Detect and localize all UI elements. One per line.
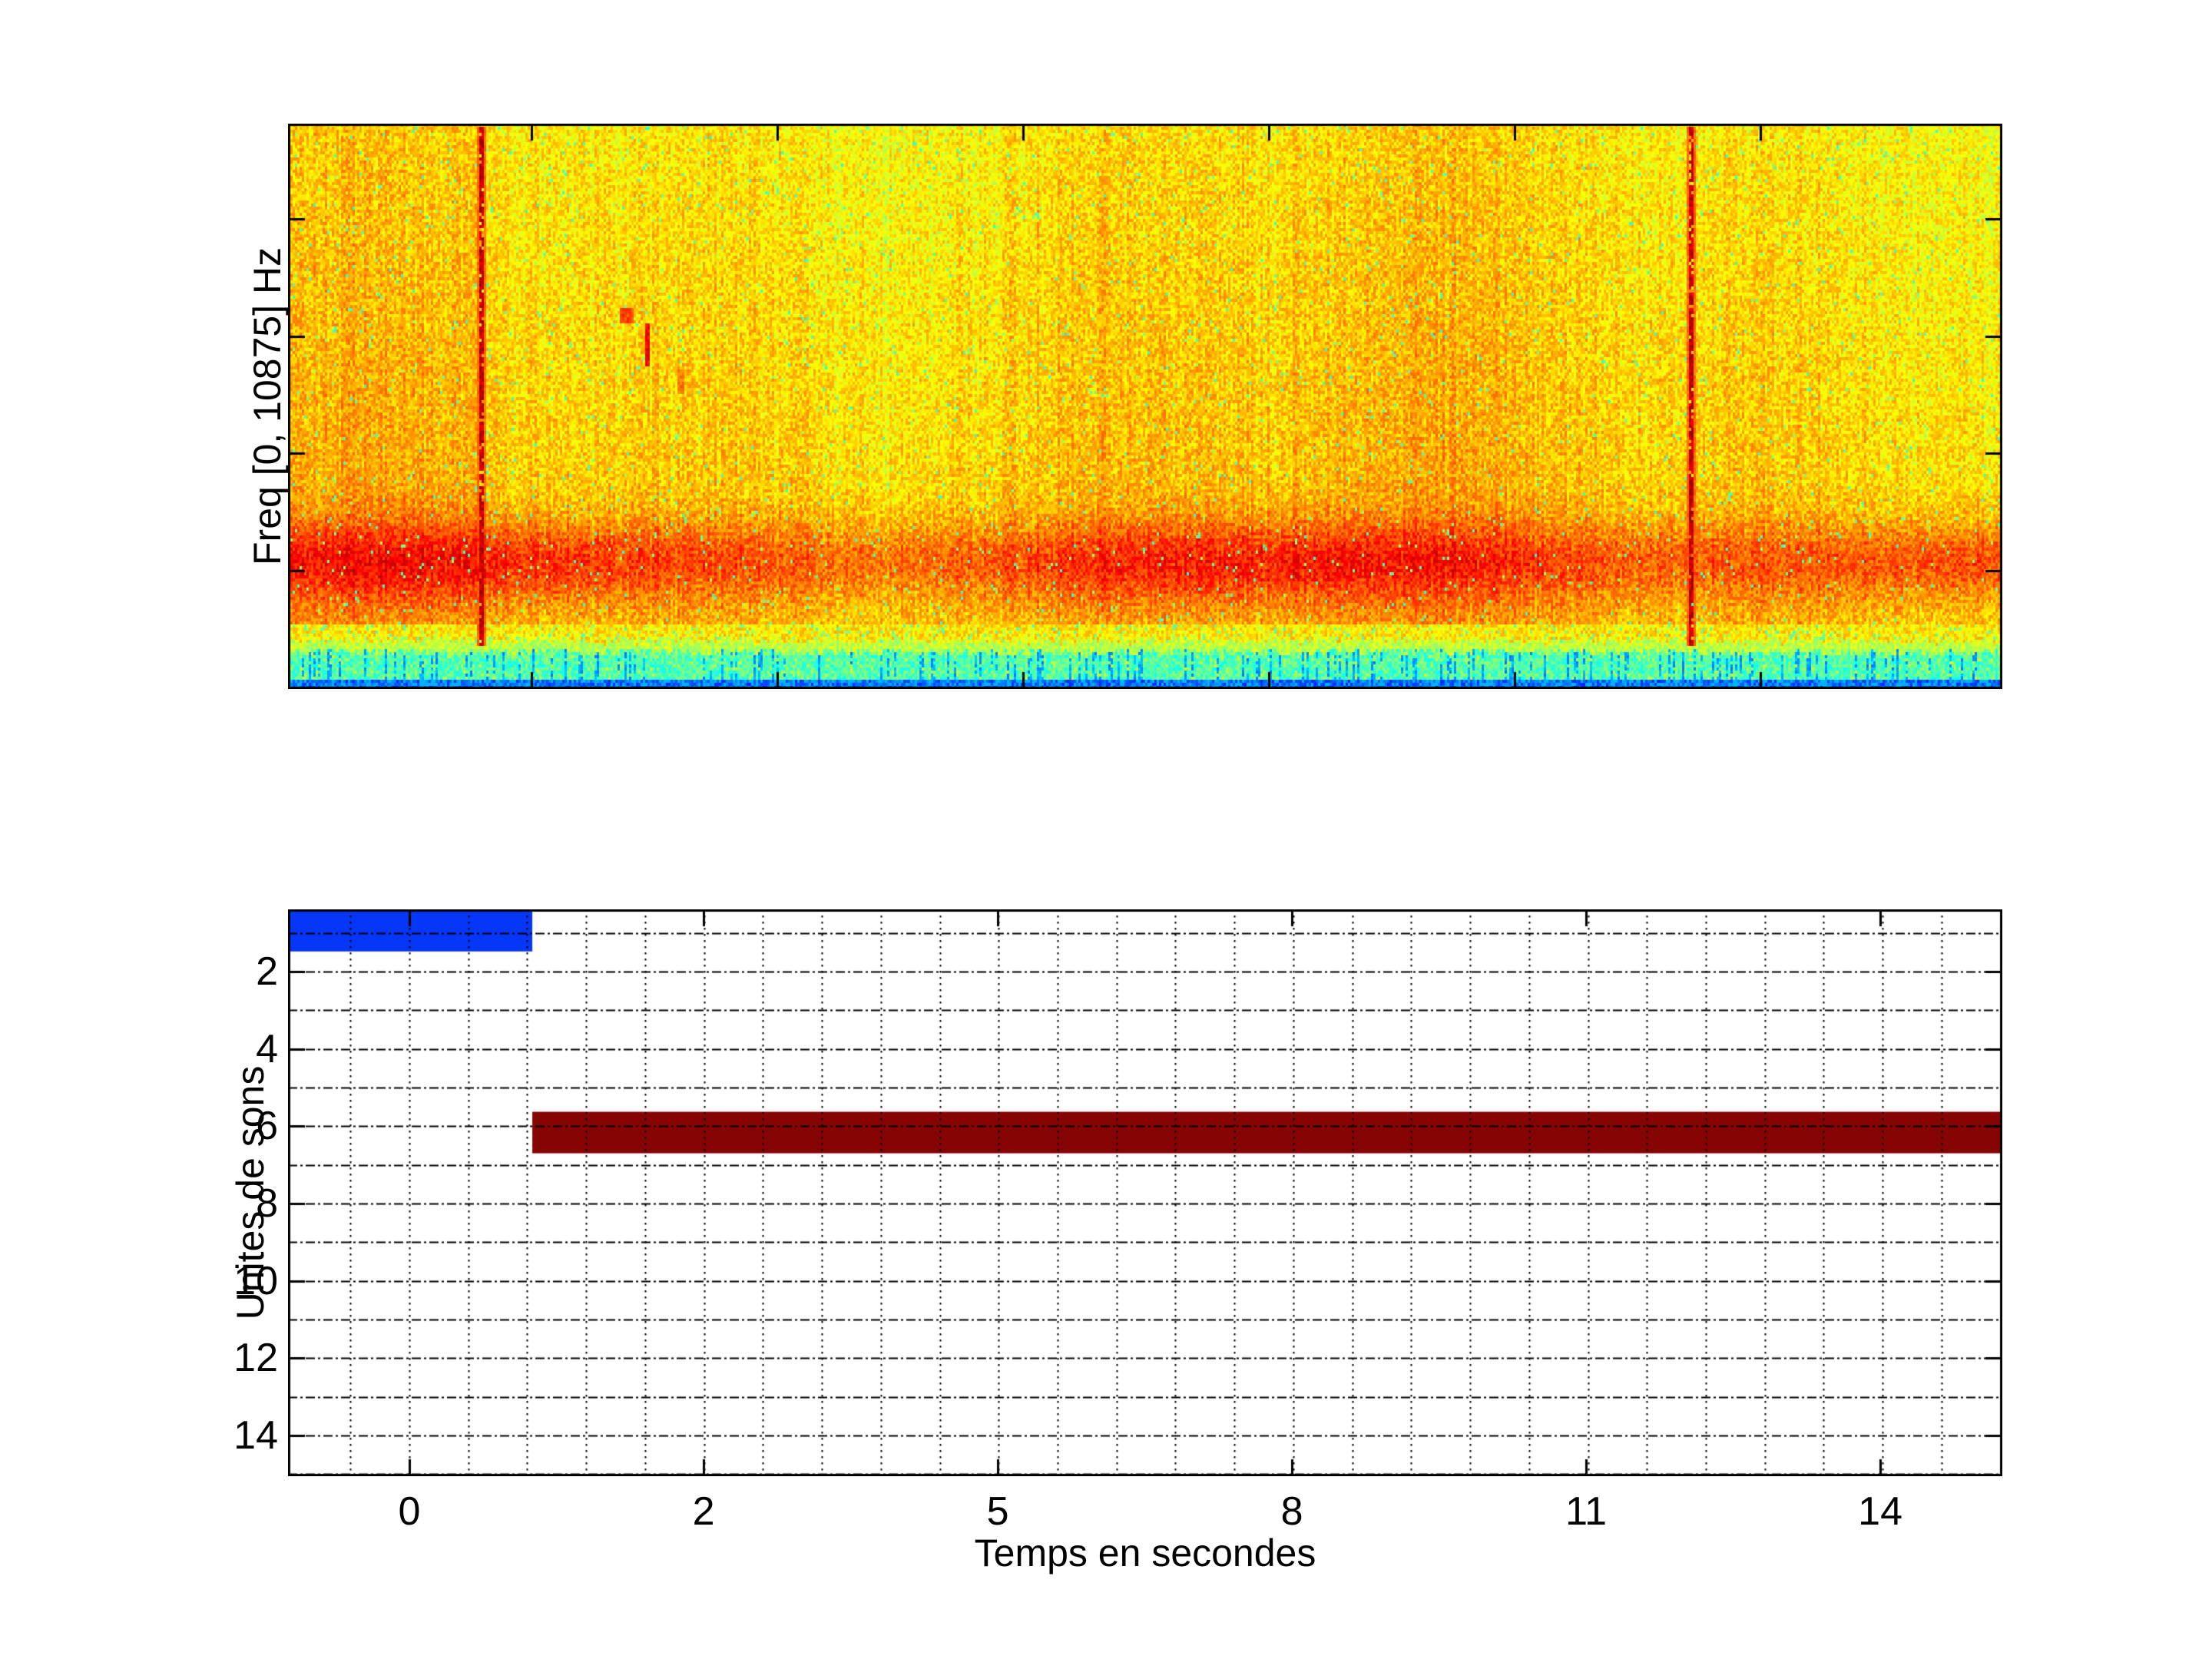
spectrogram-plot [288, 124, 2002, 689]
x-tick-label: 5 [986, 1489, 1009, 1534]
x-tick-label: 14 [1858, 1489, 1902, 1534]
x-tick-label: 2 [692, 1489, 715, 1534]
x-tick-label: 0 [398, 1489, 421, 1534]
spectrogram-ylabel: Freq [0, 10875] Hz [246, 247, 289, 566]
y-tick-label: 6 [256, 1104, 278, 1149]
y-tick-label: 2 [256, 949, 278, 995]
x-tick-label: 8 [1280, 1489, 1303, 1534]
y-tick-label: 10 [233, 1258, 278, 1303]
y-tick-label: 8 [256, 1181, 278, 1226]
y-tick-label: 12 [233, 1336, 278, 1381]
y-tick-label: 14 [233, 1412, 278, 1458]
x-tick-label: 11 [1565, 1489, 1608, 1534]
y-tick-label: 4 [256, 1026, 278, 1071]
time-xlabel: Temps en secondes [974, 1532, 1316, 1575]
sound-units-plot [288, 909, 2002, 1476]
